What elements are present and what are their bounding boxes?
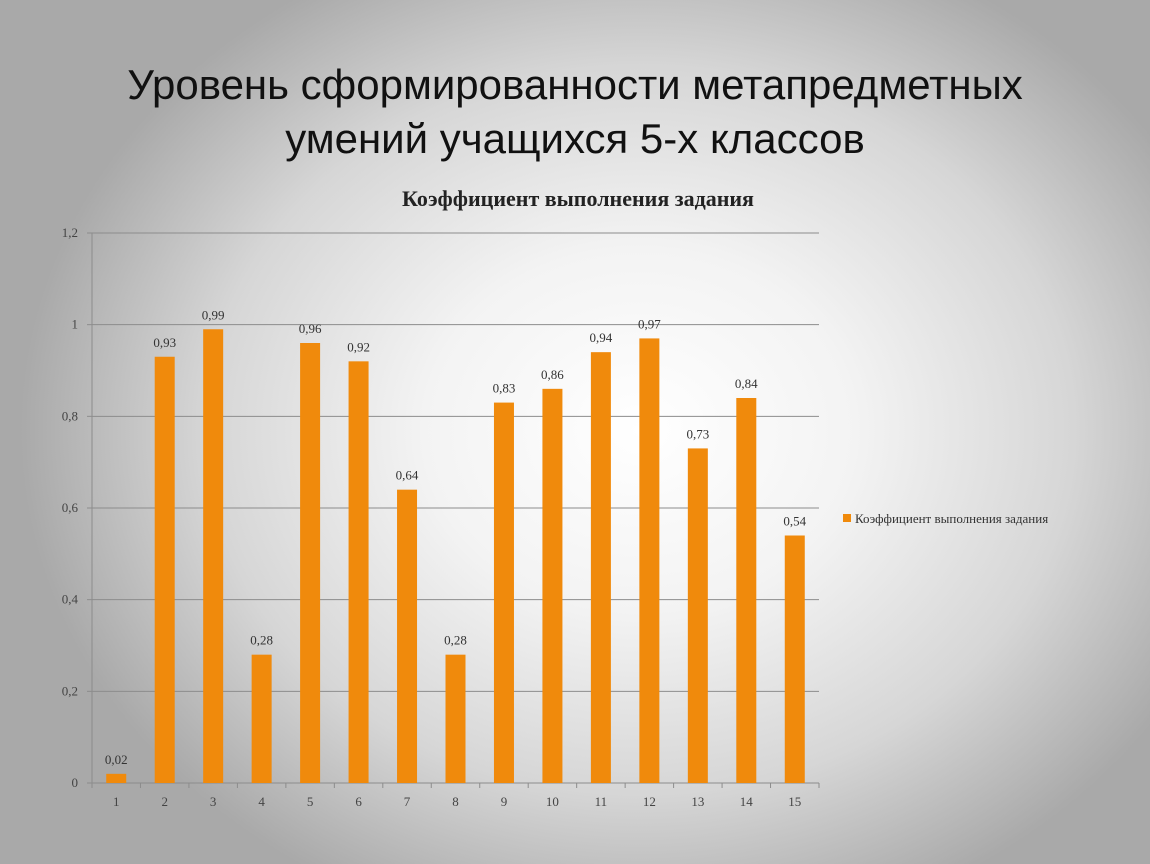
y-tick-label: 1,2 <box>62 225 78 240</box>
bar <box>300 343 321 783</box>
data-label: 0,86 <box>541 367 564 382</box>
bar <box>397 489 418 783</box>
bars <box>106 329 805 783</box>
bar <box>542 388 563 783</box>
data-label: 0,99 <box>202 307 225 322</box>
data-label: 0,96 <box>299 321 322 336</box>
legend-swatch <box>843 514 851 522</box>
data-label: 0,64 <box>396 468 419 483</box>
data-label: 0,92 <box>347 339 370 354</box>
legend-label: Коэффициент выполнения задания <box>855 511 1048 526</box>
data-labels: 0,02 0,93 0,99 0,28 0,96 0,92 0,64 0,28 0,83 0,86… <box>105 307 807 767</box>
x-tick-label: 13 <box>691 794 704 809</box>
data-label: 0,54 <box>783 514 806 529</box>
bar <box>203 329 224 783</box>
legend: Коэффициент выполнения задания <box>843 511 1048 526</box>
data-label: 0,28 <box>444 633 467 648</box>
bar <box>590 352 611 783</box>
data-label: 0,93 <box>153 335 176 350</box>
x-tick-label: 12 <box>643 794 656 809</box>
data-label: 0,94 <box>590 330 613 345</box>
x-tick-label: 7 <box>404 794 411 809</box>
bar <box>639 338 660 783</box>
x-tick-label: 10 <box>546 794 559 809</box>
x-tick-label: 11 <box>595 794 608 809</box>
data-label: 0,84 <box>735 376 758 391</box>
y-tick-label: 0 <box>72 775 79 790</box>
chart-title: Коэффициент выполнения задания <box>402 186 754 211</box>
x-tick-label: 2 <box>161 794 168 809</box>
x-tick-label: 4 <box>258 794 265 809</box>
slide-title-line-2: умений учащихся 5-х классов <box>285 115 865 162</box>
bar <box>736 398 757 783</box>
bar <box>154 356 175 783</box>
data-label: 0,97 <box>638 316 661 331</box>
x-tick-label: 9 <box>501 794 508 809</box>
y-tick-label: 0,8 <box>62 408 78 423</box>
bar <box>687 448 708 783</box>
x-tick-label: 8 <box>452 794 459 809</box>
y-tick-label: 0,2 <box>62 683 78 698</box>
bar <box>106 773 127 783</box>
bar <box>784 535 805 783</box>
grid <box>92 232 819 692</box>
x-tick-label: 15 <box>788 794 801 809</box>
slide-title: Уровень сформированности метапредметных … <box>0 58 1150 166</box>
bar <box>445 654 466 783</box>
y-tick-label: 0,6 <box>62 500 79 515</box>
bar <box>251 654 272 783</box>
y-tick-label: 1 <box>72 317 79 332</box>
data-label: 0,28 <box>250 633 273 648</box>
data-label: 0,02 <box>105 752 128 767</box>
bar <box>348 361 369 783</box>
x-tick-label: 6 <box>355 794 362 809</box>
data-label: 0,83 <box>493 381 516 396</box>
data-label: 0,73 <box>686 426 709 441</box>
y-tick-label: 0,4 <box>62 592 79 607</box>
x-tick-label: 1 <box>113 794 120 809</box>
slide-title-line-1: Уровень сформированности метапредметных <box>127 61 1023 108</box>
x-tick-label: 3 <box>210 794 217 809</box>
x-tick-label: 14 <box>740 794 754 809</box>
bar <box>493 402 514 783</box>
x-tick-label: 5 <box>307 794 314 809</box>
